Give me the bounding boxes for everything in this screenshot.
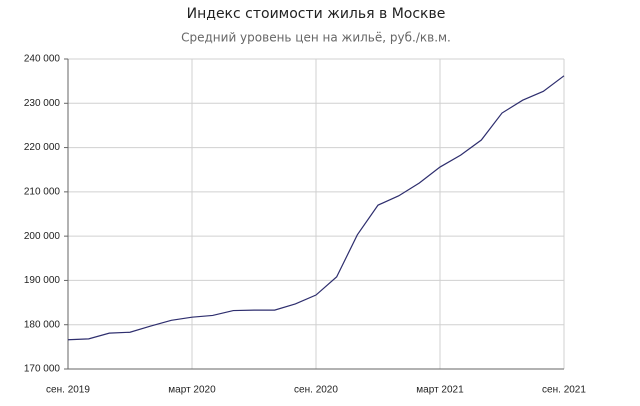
y-tick-label: 240 000 — [24, 54, 61, 65]
y-tick-label: 190 000 — [24, 275, 61, 286]
y-tick-label: 180 000 — [24, 319, 61, 330]
y-tick-label: 170 000 — [24, 364, 61, 375]
x-tick-label: сен. 2020 — [294, 385, 338, 396]
x-tick-label: март 2021 — [416, 385, 464, 396]
y-tick-label: 220 000 — [24, 142, 61, 153]
chart-title: Индекс стоимости жилья в Москве — [187, 6, 446, 22]
y-tick-label: 230 000 — [24, 98, 61, 109]
y-tick-label: 200 000 — [24, 231, 61, 242]
x-tick-label: сен. 2021 — [542, 385, 586, 396]
x-tick-label: март 2020 — [168, 385, 216, 396]
line — [67, 75, 565, 341]
y-tick-label: 210 000 — [24, 186, 61, 197]
x-tick-label: сен. 2019 — [46, 385, 90, 396]
chart-subtitle: Средний уровень цен на жильё, руб./кв.м. — [181, 31, 451, 45]
